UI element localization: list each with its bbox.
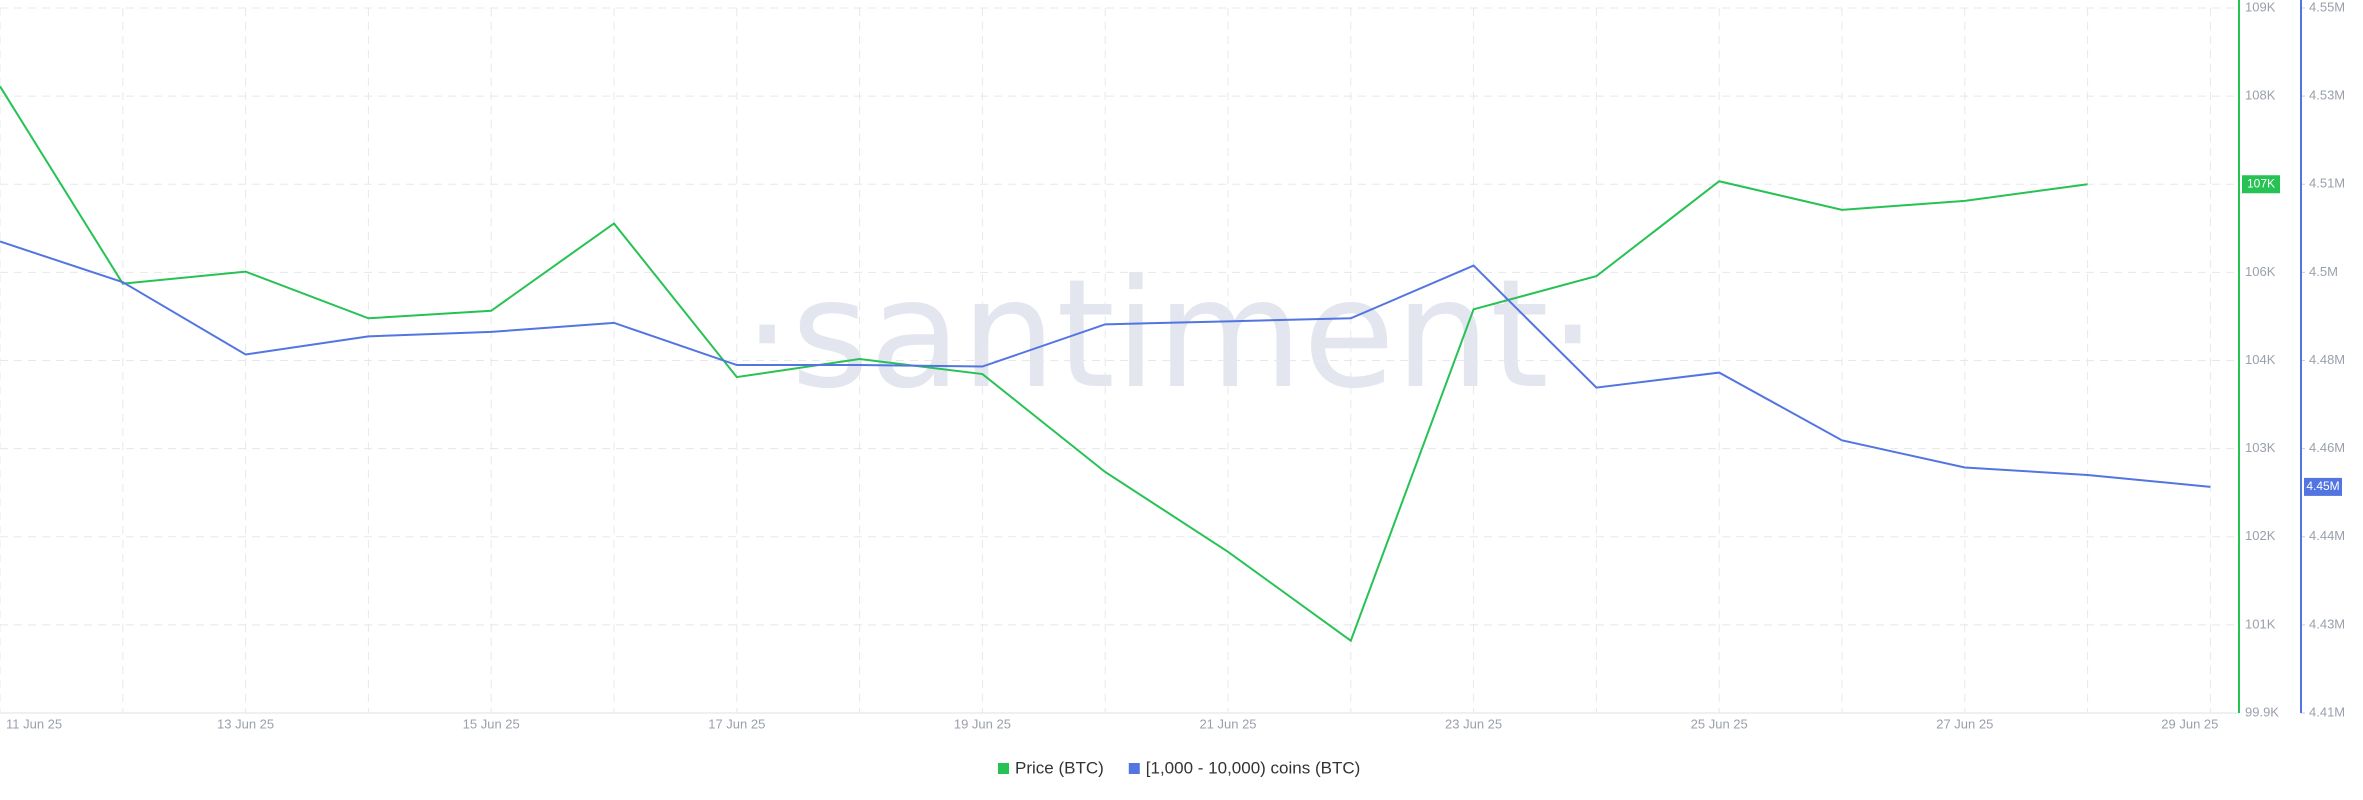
y-tick-label: 101K bbox=[2245, 616, 2276, 631]
y-tick-label: 108K bbox=[2245, 88, 2276, 103]
x-tick-label: 29 Jun 25 bbox=[2161, 716, 2218, 731]
y-tick-label: 104K bbox=[2245, 352, 2276, 367]
y-tick-label: 106K bbox=[2245, 264, 2276, 279]
watermark: ·santiment· bbox=[743, 248, 1596, 422]
y-tick-label: 102K bbox=[2245, 528, 2276, 543]
y2-tick-label: 4.41M bbox=[2309, 704, 2345, 719]
x-tick-label: 11 Jun 25 bbox=[6, 716, 62, 731]
y-tick-label: 103K bbox=[2245, 440, 2276, 455]
x-tick-label: 25 Jun 25 bbox=[1691, 716, 1748, 731]
current-value-label: 107K bbox=[2247, 176, 2275, 190]
y2-tick-label: 4.44M bbox=[2309, 528, 2345, 543]
legend-label: [1,000 - 10,000) coins (BTC) bbox=[1146, 758, 1360, 777]
legend-swatch bbox=[998, 763, 1009, 774]
x-tick-label: 27 Jun 25 bbox=[1936, 716, 1993, 731]
legend-label: Price (BTC) bbox=[1015, 758, 1104, 777]
current-value-badge bbox=[2304, 477, 2342, 496]
x-tick-label: 15 Jun 25 bbox=[463, 716, 520, 731]
line bbox=[0, 85, 2088, 643]
x-tick-label: 23 Jun 25 bbox=[1445, 716, 1502, 731]
y2-tick-label: 4.53M bbox=[2309, 88, 2345, 103]
y2-tick-label: 4.55M bbox=[2309, 0, 2345, 14]
y2-tick-label: 4.48M bbox=[2309, 352, 2345, 367]
y2-tick-label: 4.51M bbox=[2309, 176, 2345, 191]
x-tick-label: 19 Jun 25 bbox=[954, 716, 1011, 731]
x-tick-label: 17 Jun 25 bbox=[708, 716, 765, 731]
y2-tick-label: 4.5M bbox=[2309, 264, 2338, 279]
y2-tick-label: 4.46M bbox=[2309, 440, 2345, 455]
current-value-badge bbox=[2242, 175, 2280, 194]
y-tick-label: 99.9K bbox=[2245, 704, 2279, 719]
x-tick-label: 21 Jun 25 bbox=[1199, 716, 1256, 731]
current-value-label: 4.45M bbox=[2306, 479, 2339, 493]
line bbox=[0, 240, 2211, 488]
y-tick-label: 109K bbox=[2245, 0, 2276, 14]
legend-swatch bbox=[1128, 763, 1140, 774]
x-tick-label: 13 Jun 25 bbox=[217, 716, 274, 731]
y2-tick-label: 4.43M bbox=[2309, 616, 2345, 631]
legend: Price (BTC) [1,000 - 10,000) coins (BTC) bbox=[998, 758, 1360, 777]
